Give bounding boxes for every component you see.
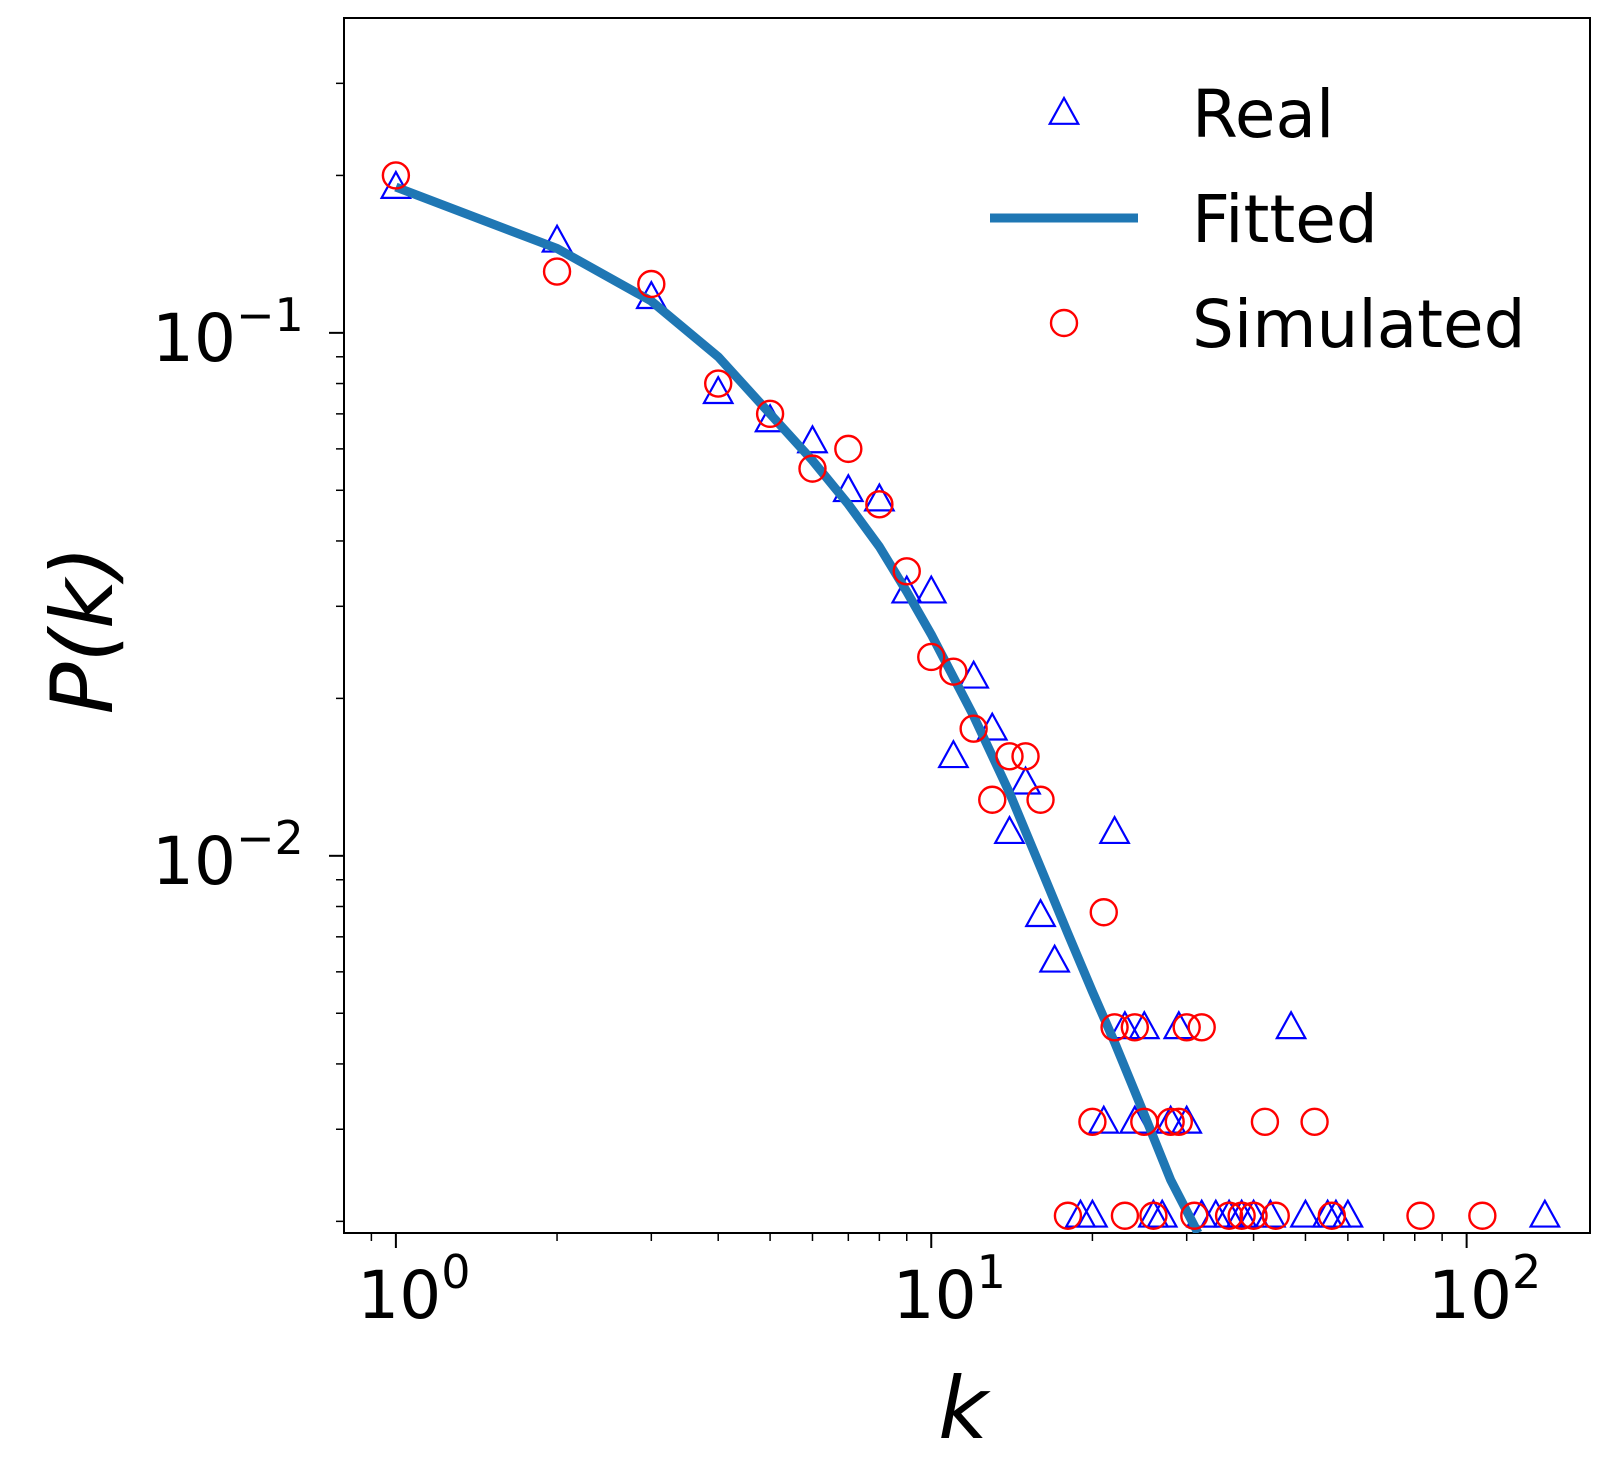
- simulated-point: [798, 454, 827, 483]
- simulated-point: [1053, 1201, 1083, 1230]
- simulated-point: [1300, 1107, 1329, 1137]
- data-layer: [379, 161, 1561, 1233]
- simulated-point: [1239, 1201, 1268, 1230]
- simulated-point: [1139, 1201, 1168, 1230]
- x-tick-label: 102: [1428, 1245, 1541, 1334]
- simulated-point: [959, 714, 988, 743]
- simulated-point: [1120, 1013, 1150, 1042]
- simulated-point: [1187, 1013, 1216, 1042]
- real-point: [1098, 814, 1131, 845]
- real-point: [993, 814, 1026, 845]
- simulated-point: [704, 369, 733, 398]
- simulated-point: [995, 742, 1024, 771]
- simulated-point: [917, 642, 946, 672]
- y-tick-label: 10−1: [152, 288, 304, 377]
- fitted-line: [394, 182, 1203, 1233]
- x-tick-label: 101: [893, 1245, 1006, 1334]
- real-point: [1528, 1198, 1561, 1228]
- real-point: [1108, 1010, 1142, 1040]
- legend-real-marker: [1047, 95, 1081, 125]
- plot-frame: [343, 17, 1591, 1234]
- legend-label: Simulated: [1192, 286, 1526, 363]
- simulated-point: [978, 785, 1007, 814]
- simulated-point: [1317, 1201, 1347, 1230]
- simulated-point: [1089, 898, 1118, 927]
- real-point: [937, 739, 970, 769]
- real-point: [1076, 1198, 1109, 1228]
- simulated-point: [1100, 1013, 1129, 1042]
- simulated-point: [892, 557, 921, 586]
- simulated-point: [1468, 1201, 1497, 1230]
- simulated-point: [834, 434, 863, 464]
- y-axis-label: P(k): [33, 546, 133, 715]
- real-point: [1331, 1198, 1364, 1228]
- simulated-point: [1078, 1107, 1107, 1137]
- real-point: [1289, 1198, 1322, 1228]
- real-point: [890, 574, 923, 604]
- legend-simulated-marker: [1049, 308, 1079, 338]
- simulated-point: [1250, 1107, 1280, 1137]
- simulated-point: [542, 257, 572, 286]
- real-point: [1128, 1010, 1161, 1040]
- simulated-point: [865, 490, 894, 519]
- simulated-point: [637, 269, 666, 299]
- ticks-layer: 100 101 102 10−1 10−2: [152, 82, 1541, 1334]
- simulated-point: [1214, 1201, 1244, 1230]
- real-point: [1274, 1010, 1308, 1040]
- simulated-point: [1227, 1201, 1256, 1230]
- real-point: [1237, 1198, 1270, 1228]
- x-tick-label: 100: [357, 1245, 470, 1334]
- simulated-point: [1261, 1201, 1290, 1230]
- simulated-point: [1110, 1201, 1140, 1230]
- y-tick-label: 10−2: [152, 811, 304, 900]
- real-point: [915, 574, 948, 604]
- simulated-point: [1180, 1201, 1209, 1230]
- legend-label: Fitted: [1192, 181, 1378, 258]
- simulated-point: [755, 399, 785, 429]
- simulated-point: [1164, 1107, 1194, 1137]
- simulated-point: [1026, 785, 1055, 814]
- legend: Real Fitted Simulated: [990, 76, 1526, 363]
- simulated-point: [381, 161, 411, 190]
- real-point: [1009, 765, 1042, 795]
- real-point: [796, 424, 829, 454]
- simulated-point: [939, 657, 968, 686]
- simulated-point: [1011, 742, 1040, 771]
- real-point: [976, 711, 1009, 741]
- simulated-point: [1406, 1201, 1435, 1230]
- real-point: [702, 374, 735, 405]
- x-axis-label: k: [938, 1359, 991, 1459]
- simulated-point: [1172, 1013, 1201, 1042]
- legend-label: Real: [1192, 76, 1334, 153]
- real-point: [863, 482, 896, 512]
- real-point: [1087, 1104, 1120, 1134]
- real-point: [1024, 897, 1057, 928]
- real-point: [1038, 943, 1071, 973]
- simulated-point: [1156, 1107, 1185, 1137]
